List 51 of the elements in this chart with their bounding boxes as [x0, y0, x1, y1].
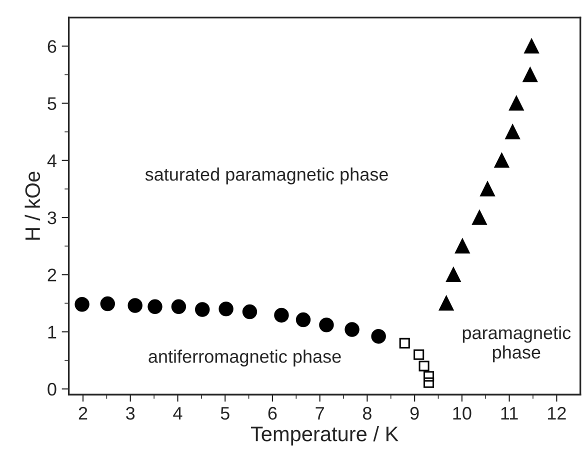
point	[344, 322, 360, 337]
point	[438, 296, 454, 311]
x-tick-label: 12	[548, 406, 566, 420]
x-tick-label: 2	[78, 406, 88, 420]
x-tick-label: 5	[220, 407, 230, 420]
y-tick-label: 5	[48, 97, 56, 110]
point	[522, 67, 538, 82]
point	[274, 308, 289, 323]
x-tick-label: 9	[410, 406, 419, 420]
y-tick-label: 4	[47, 154, 56, 167]
point	[494, 153, 510, 168]
point	[480, 182, 495, 196]
x-tick-label: 8	[362, 406, 372, 420]
x-axis-title: Temperature / K	[250, 426, 398, 446]
y-tick-label: 1	[48, 326, 56, 338]
point	[74, 297, 90, 312]
y-axis-title: H / kOe	[24, 172, 40, 240]
point	[472, 210, 487, 225]
point	[171, 299, 186, 314]
point	[242, 304, 258, 320]
point	[399, 338, 410, 348]
y-tick-label: 0	[48, 382, 56, 396]
point	[195, 302, 210, 317]
x-tick-label: 6	[268, 406, 277, 420]
point	[128, 298, 142, 313]
point	[148, 299, 162, 314]
point	[414, 349, 424, 360]
x-tick-label: 10	[453, 406, 472, 420]
y-tick-label: 2	[48, 268, 56, 282]
annotation: saturated paramagnetic phase	[145, 168, 388, 184]
point	[418, 360, 430, 372]
point	[455, 238, 470, 254]
annotation: paramagnetic phase	[462, 326, 571, 362]
x-tick-label: 3	[126, 406, 135, 420]
x-tick-label: 11	[501, 407, 518, 420]
point	[424, 371, 434, 382]
point	[218, 302, 234, 316]
x-tick-label: 4	[173, 407, 182, 420]
point	[509, 96, 524, 111]
x-tick-label: 7	[316, 407, 324, 420]
point	[296, 312, 311, 328]
annotation: antiferromagnetic phase	[148, 350, 341, 366]
point	[424, 377, 434, 388]
y-tick-label: 6	[48, 40, 56, 53]
point	[524, 38, 539, 54]
point	[100, 296, 115, 312]
point	[371, 328, 386, 344]
point	[446, 267, 461, 282]
y-tick-label: 3	[48, 211, 56, 224]
point	[319, 318, 334, 332]
point	[505, 124, 520, 140]
